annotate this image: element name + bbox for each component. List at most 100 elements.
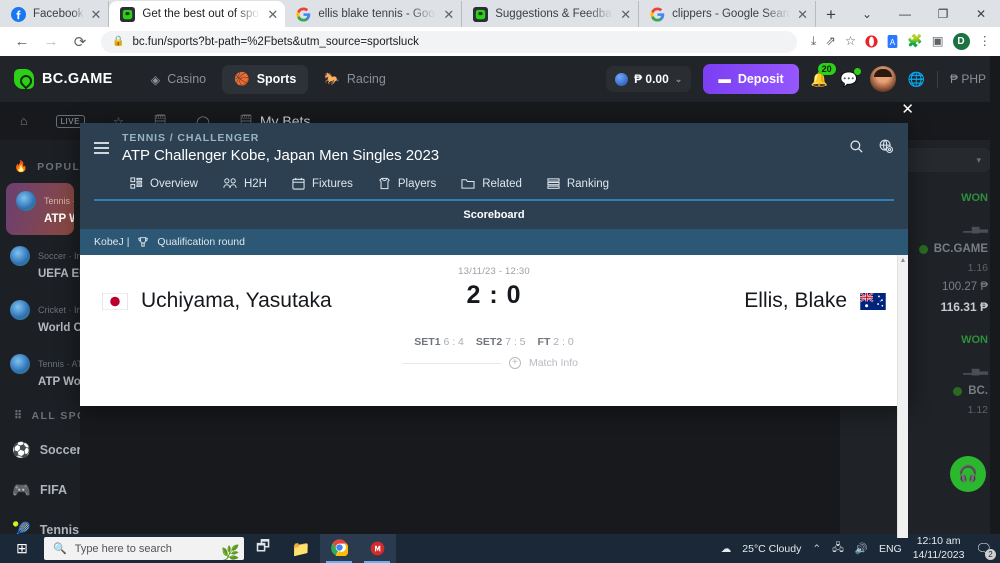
- bet-card[interactable]: WON ▁▄▂ BC. 1.12: [850, 328, 990, 430]
- bookmark-star-icon[interactable]: ☆: [844, 34, 857, 49]
- google-icon: [296, 6, 311, 22]
- close-window-button[interactable]: ✕: [975, 6, 987, 21]
- svg-text:A: A: [890, 38, 896, 47]
- modal-header: TENNIS / CHALLENGER ATP Challenger Kobe,…: [80, 123, 908, 201]
- chrome-icon[interactable]: [320, 534, 358, 563]
- tab-fixtures[interactable]: Fixtures: [292, 177, 353, 190]
- menu-icon[interactable]: [94, 132, 109, 157]
- match-info-toggle[interactable]: + Match Info: [402, 357, 586, 369]
- sidebar-item-soccer[interactable]: ⚽ Soccer: [0, 430, 80, 470]
- modal-close-button[interactable]: ✕: [901, 101, 914, 118]
- tray-chevron-icon[interactable]: ⌃: [812, 542, 822, 555]
- wallet-amount: ₱ 0.00: [634, 72, 669, 86]
- away-player[interactable]: Ellis, Blake: [586, 263, 886, 313]
- office-icon[interactable]: [358, 534, 396, 563]
- tab-h2h[interactable]: H2H: [223, 177, 267, 190]
- sidebar-item-tennis[interactable]: 🎾 Tennis: [0, 510, 80, 534]
- extensions-puzzle-icon[interactable]: 🧩: [907, 34, 923, 49]
- browser-tab[interactable]: ellis blake tennis - Google S ✕: [285, 1, 463, 27]
- taskbar-clock[interactable]: 12:10 am 14/11/2023: [913, 535, 965, 561]
- globe-icon[interactable]: 🌐: [907, 70, 925, 87]
- support-chat-button[interactable]: 🎧: [950, 456, 986, 492]
- maximize-button[interactable]: ❐: [937, 6, 949, 21]
- sidebar-item-worldcup[interactable]: Cricket · In World Cu: [0, 291, 80, 345]
- close-icon[interactable]: ✕: [443, 6, 455, 22]
- bet-odds: 1.12: [967, 404, 988, 416]
- bet-history-panel: ▾ WON ▁▄▂ BC.GAME 1.16 100.27 ₱ 116.31 ₱…: [840, 140, 1000, 534]
- tab-related[interactable]: Related: [461, 177, 522, 190]
- side-panel-icon[interactable]: ▣: [931, 34, 944, 49]
- tab-ranking[interactable]: Ranking: [547, 177, 609, 190]
- chat-icon[interactable]: 💬: [840, 67, 861, 88]
- close-icon[interactable]: ✕: [797, 6, 809, 22]
- bet-card[interactable]: WON ▁▄▂ BC.GAME 1.16 100.27 ₱ 116.31 ₱: [850, 186, 990, 328]
- address-bar[interactable]: 🔒 bc.fun/sports?bt-path=%2Fbets&utm_sour…: [101, 30, 797, 53]
- tab-label: Overview: [150, 177, 198, 190]
- sidebar-section-label: ALL SPORTS: [31, 409, 80, 422]
- language-indicator[interactable]: ENG: [878, 542, 902, 555]
- avatar[interactable]: [869, 66, 896, 92]
- system-tray: ☁ 25°C Cloudy ⌃ 🖧 🔊 ENG 12:10 am 14/11/2…: [721, 535, 1000, 561]
- page-scrollbar[interactable]: [990, 56, 1000, 534]
- list-icon: [547, 178, 560, 189]
- install-icon[interactable]: ⤓: [810, 34, 817, 49]
- nav-item-racing[interactable]: 🐎 Racing: [312, 65, 398, 94]
- browser-tab[interactable]: Suggestions & Feedback - B ✕: [462, 1, 640, 27]
- match-score: 2 : 0: [466, 281, 522, 309]
- sidebar-item-fifa[interactable]: 🎮 FIFA: [0, 470, 80, 510]
- sidebar-item-atp[interactable]: Tennis · AT ATP Worl: [0, 345, 80, 399]
- globe-settings-icon[interactable]: [878, 138, 894, 154]
- subnav-home[interactable]: ⌂: [20, 114, 28, 128]
- sidebar-item-label: World Cu: [38, 322, 80, 334]
- weather-label[interactable]: 25°C Cloudy: [742, 542, 802, 555]
- search-icon[interactable]: [849, 139, 864, 154]
- forward-button[interactable]: →: [43, 33, 59, 50]
- windows-start-icon[interactable]: ⊞: [16, 540, 28, 556]
- wallet-balance[interactable]: ₱ 0.00 ⌄: [606, 66, 692, 92]
- bet-brand: BC.GAME: [852, 243, 988, 255]
- headphones-icon: 🎧: [958, 466, 978, 483]
- sidebar-featured-event[interactable]: Tennis · ATP World Tour Finals: [6, 183, 74, 235]
- tab-overview[interactable]: Overview: [130, 177, 198, 190]
- browser-tab[interactable]: clippers - Google Search ✕: [639, 1, 817, 27]
- opera-extension-icon[interactable]: [865, 35, 878, 48]
- readability-extension-icon[interactable]: A: [887, 35, 898, 48]
- taskbar-search-input[interactable]: 🔍 Type here to search 🌿: [44, 537, 244, 560]
- volume-icon[interactable]: 🔊: [854, 543, 868, 555]
- tab-label: Fixtures: [311, 177, 353, 190]
- close-icon[interactable]: ✕: [90, 6, 102, 22]
- scroll-up-icon[interactable]: ▲: [899, 257, 907, 264]
- subnav-live[interactable]: LIVE: [55, 114, 85, 128]
- away-player-name: Ellis, Blake: [744, 289, 847, 312]
- versus-icon: [223, 178, 237, 188]
- fifa-icon: 🎮: [12, 482, 31, 499]
- share-icon[interactable]: ⇗: [825, 34, 836, 49]
- reload-button[interactable]: ⟳: [73, 33, 87, 51]
- back-button[interactable]: ←: [14, 33, 30, 50]
- new-tab-button[interactable]: +: [826, 5, 836, 24]
- profile-avatar[interactable]: D: [952, 33, 970, 50]
- home-player[interactable]: Uchiyama, Yasutaka: [102, 263, 402, 313]
- close-icon[interactable]: ✕: [267, 6, 279, 22]
- tab-search-icon[interactable]: ⌄: [861, 6, 873, 21]
- close-icon[interactable]: ✕: [620, 6, 632, 22]
- subnav-favorites[interactable]: ☆: [112, 114, 125, 129]
- bell-icon[interactable]: 🔔 20: [811, 62, 836, 88]
- task-view-icon[interactable]: 🗗: [255, 538, 271, 555]
- modal-scrollbar[interactable]: ▲: [897, 255, 908, 538]
- nav-item-sports[interactable]: 🏀 Sports: [222, 64, 309, 94]
- browser-menu-icon[interactable]: ⋮: [978, 34, 992, 49]
- network-icon[interactable]: 🖧: [832, 541, 844, 554]
- minimize-button[interactable]: —: [899, 6, 911, 21]
- nav-item-casino[interactable]: ◈ Casino: [139, 65, 219, 94]
- sidebar-item-uefa[interactable]: Soccer · In UEFA EU: [0, 237, 80, 291]
- browser-tab[interactable]: Facebook ✕: [0, 1, 110, 27]
- file-explorer-icon[interactable]: 📁: [291, 540, 311, 558]
- browser-tab-title: clippers - Google Search: [672, 8, 791, 20]
- notification-icon[interactable]: 🗨 2: [975, 541, 996, 560]
- browser-tab-active[interactable]: Get the best out of sports b ✕: [109, 1, 286, 27]
- deposit-button[interactable]: ▬ Deposit: [703, 64, 799, 94]
- brand-logo-group[interactable]: BC.GAME: [14, 69, 113, 89]
- tab-players[interactable]: Players: [378, 177, 436, 190]
